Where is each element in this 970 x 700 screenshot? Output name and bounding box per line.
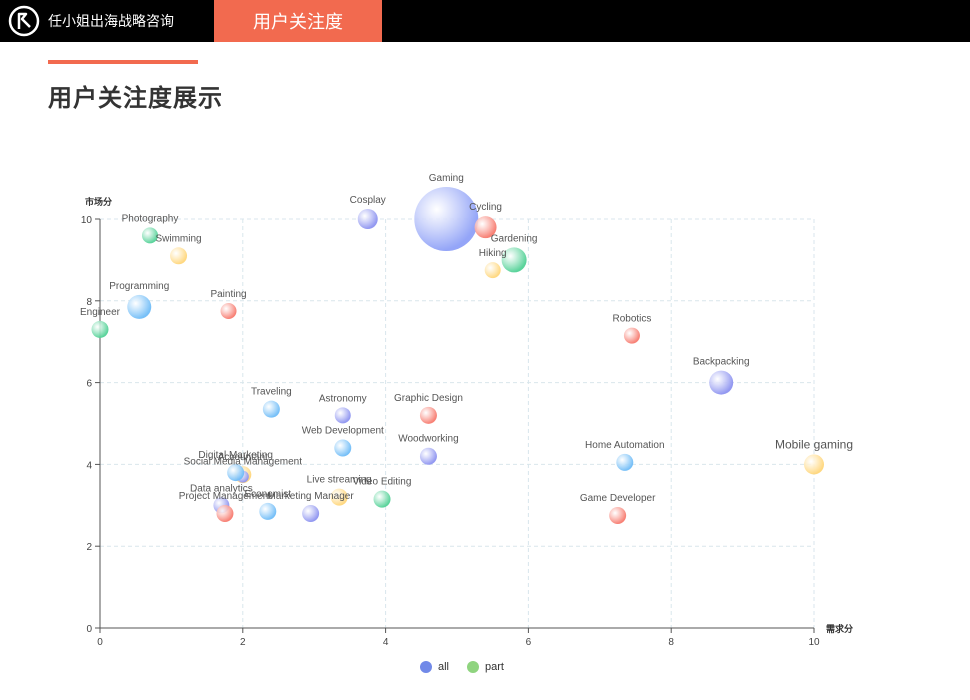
x-tick-label: 6 — [526, 637, 532, 648]
bubble-label: Cosplay — [350, 195, 386, 206]
x-tick-label: 4 — [383, 637, 389, 648]
bubble-point[interactable] — [484, 262, 501, 279]
legend-dot-part — [467, 661, 480, 673]
bubble-label: Home Automation — [585, 440, 665, 451]
bubble-point[interactable] — [501, 247, 527, 273]
bubble-point[interactable] — [616, 453, 634, 471]
x-axis-label: 需求分 — [826, 623, 853, 634]
bubble-label: Backpacking — [693, 357, 750, 368]
bubble-label: Data analytics — [190, 483, 253, 494]
bubble-label: Traveling — [251, 387, 292, 398]
top-bar: 任小姐出海战略咨询 用户关注度 — [0, 0, 970, 42]
bubble-label: Marketing Manager — [268, 491, 355, 502]
chart-bubbles — [91, 187, 824, 525]
chart-grid — [100, 218, 815, 628]
bubble-point[interactable] — [334, 407, 351, 424]
y-tick-label: 10 — [81, 215, 93, 226]
brand-logo-icon — [8, 5, 40, 37]
bubble-label: Astronomy — [319, 393, 367, 404]
bubble-point[interactable] — [334, 439, 352, 457]
bubble-label: Swimming — [155, 233, 201, 244]
tab-user-attention[interactable]: 用户关注度 — [214, 0, 382, 42]
x-tick-label: 8 — [668, 637, 674, 648]
bubble-point[interactable] — [141, 227, 158, 244]
bubble-label: Project Management — [179, 491, 271, 502]
bubble-label: Woodworking — [398, 434, 458, 445]
legend-label-part: part — [485, 661, 504, 673]
page-title: 用户关注度展示 — [48, 85, 223, 112]
bubble-label: Economist — [244, 489, 291, 500]
x-tick-label: 2 — [240, 637, 246, 648]
bubble-point[interactable] — [373, 490, 391, 508]
bubble-label: Gardening — [491, 233, 538, 244]
bubble-label: Programming — [109, 281, 169, 292]
bubble-point[interactable] — [357, 209, 378, 229]
bubble-point[interactable] — [474, 216, 497, 239]
brand: 任小姐出海战略咨询 — [8, 5, 174, 37]
y-axis-label: 市场分 — [85, 196, 112, 207]
bubble-point[interactable] — [127, 294, 152, 319]
bubble-point[interactable] — [302, 504, 320, 522]
bubble-point[interactable] — [262, 400, 280, 418]
bubble-point[interactable] — [623, 327, 640, 344]
bubble-point[interactable] — [259, 502, 277, 520]
y-tick-label: 4 — [86, 460, 92, 471]
bubble-point[interactable] — [414, 187, 479, 251]
bubble-point[interactable] — [419, 406, 437, 424]
bubble-label: Mobile gaming — [775, 437, 853, 451]
bubble-label: Graphic Design — [394, 393, 463, 404]
bubble-point[interactable] — [170, 247, 188, 265]
bubble-label: Photography — [122, 213, 179, 224]
bubble-point[interactable] — [804, 454, 824, 475]
y-tick-label: 6 — [86, 379, 92, 390]
bubble-label: Web Development — [302, 426, 384, 437]
brand-name: 任小姐出海战略咨询 — [48, 13, 174, 29]
chart-axes: 0 2 4 6 8 10 0 2 4 6 8 10 需求分 市场分 — [81, 196, 853, 648]
bubble-label: Engineer — [80, 307, 121, 318]
bubble-label: Gaming — [429, 173, 464, 184]
bubble-point[interactable] — [709, 370, 734, 395]
chart-labels: Gaming Cosplay Cycling Gardening Hiking Photo… — [80, 173, 853, 504]
bubble-point[interactable] — [609, 507, 627, 525]
legend-item-part[interactable]: part — [467, 661, 504, 673]
bubble-point[interactable] — [216, 504, 234, 522]
y-tick-label: 8 — [86, 297, 92, 308]
y-tick-label: 2 — [86, 542, 92, 553]
bubble-label: Painting — [210, 289, 246, 300]
bubble-label: Hiking — [479, 248, 507, 259]
bubble-label: Cycling — [469, 202, 502, 213]
bubble-point[interactable] — [419, 447, 437, 465]
bubble-label: Robotics — [612, 314, 651, 325]
x-tick-label: 0 — [97, 637, 103, 648]
bubble-point[interactable] — [220, 303, 237, 320]
legend-item-all[interactable]: all — [420, 661, 449, 673]
bubble-point[interactable] — [91, 320, 109, 338]
bubble-point[interactable] — [330, 488, 348, 506]
bubble-chart: 0 2 4 6 8 10 0 2 4 6 8 10 需求分 市场分 Gaming Cosplay Cyclin… — [80, 173, 853, 648]
bubble-label: Live streaming — [307, 475, 372, 486]
x-tick-label: 10 — [808, 637, 820, 648]
bubble-label: Video Editing — [353, 477, 412, 488]
bubble-label: Digital Marketing — [198, 450, 272, 461]
bubble-label: Accountant — [218, 452, 268, 463]
chart-legend: all part — [420, 661, 504, 673]
bubble-label: Social Media Management — [184, 457, 303, 468]
bubble-point[interactable] — [227, 464, 245, 482]
legend-dot-all — [420, 661, 432, 673]
legend-label-all: all — [438, 661, 450, 673]
bubble-label: Game Developer — [580, 493, 656, 504]
y-tick-label: 0 — [86, 624, 92, 635]
title-accent-line — [48, 60, 198, 64]
